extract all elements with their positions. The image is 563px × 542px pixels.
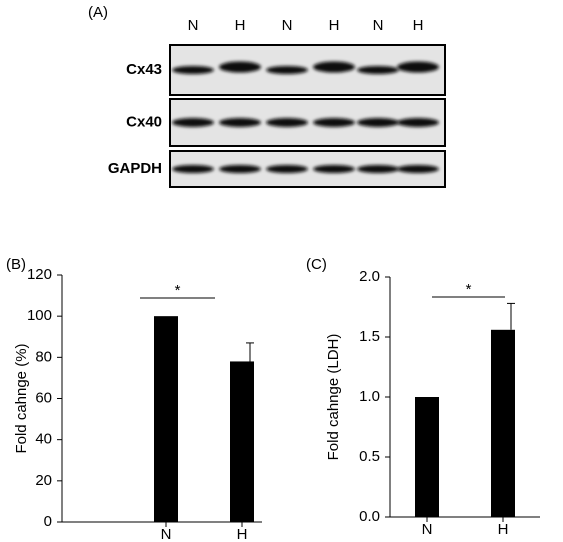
band	[219, 165, 261, 173]
panel-label: (A)	[88, 4, 108, 21]
band	[172, 165, 214, 173]
row-label: GAPDH	[108, 160, 162, 177]
y-tick-label: 2.0	[359, 268, 380, 285]
y-tick-label: 1.0	[359, 388, 380, 405]
lane-label: H	[413, 17, 424, 34]
x-tick-label: N	[422, 521, 433, 538]
bar	[491, 329, 515, 517]
band	[172, 118, 214, 127]
significance-label: *	[466, 281, 472, 298]
significance-label: *	[175, 282, 181, 299]
band	[313, 118, 355, 127]
row-label: Cx43	[126, 61, 162, 78]
x-tick-label: N	[161, 526, 172, 542]
y-tick-label: 0	[44, 513, 52, 530]
y-axis-label: Fold cahnge (LDH)	[325, 334, 342, 461]
band	[219, 118, 261, 127]
band	[397, 118, 439, 127]
y-tick-label: 60	[35, 389, 52, 406]
lane-label: N	[373, 17, 384, 34]
western-blot: N H N H N H Cx43 Cx40 GAPDH	[108, 17, 446, 188]
band	[172, 66, 214, 74]
lane-label: H	[235, 17, 246, 34]
y-tick-label: 0.0	[359, 508, 380, 525]
bar	[154, 316, 178, 522]
y-tick-label: 120	[27, 266, 52, 283]
band	[313, 61, 355, 73]
y-tick-label: 1.5	[359, 328, 380, 345]
band	[397, 165, 439, 173]
bar	[415, 397, 439, 517]
y-tick-label: 40	[35, 431, 52, 448]
lane-label: N	[282, 17, 293, 34]
lane-label: N	[188, 17, 199, 34]
row-label: Cx40	[126, 113, 162, 130]
y-axis-label: Fold cahnge (%)	[13, 343, 30, 453]
y-tick-label: 80	[35, 348, 52, 365]
band	[357, 66, 399, 74]
bar	[230, 361, 254, 522]
lane-label: H	[329, 17, 340, 34]
y-tick-label: 0.5	[359, 448, 380, 465]
band	[266, 118, 308, 127]
x-tick-label: H	[498, 521, 509, 538]
y-tick-label: 100	[27, 307, 52, 324]
band	[397, 61, 439, 73]
band	[357, 118, 399, 127]
panel-label: (C)	[306, 256, 327, 273]
band	[313, 165, 355, 173]
band	[357, 165, 399, 173]
band	[266, 165, 308, 173]
band	[266, 66, 308, 74]
panel-label: (B)	[6, 256, 26, 273]
y-tick-label: 20	[35, 472, 52, 489]
x-tick-label: H	[237, 526, 248, 542]
band	[219, 61, 261, 73]
